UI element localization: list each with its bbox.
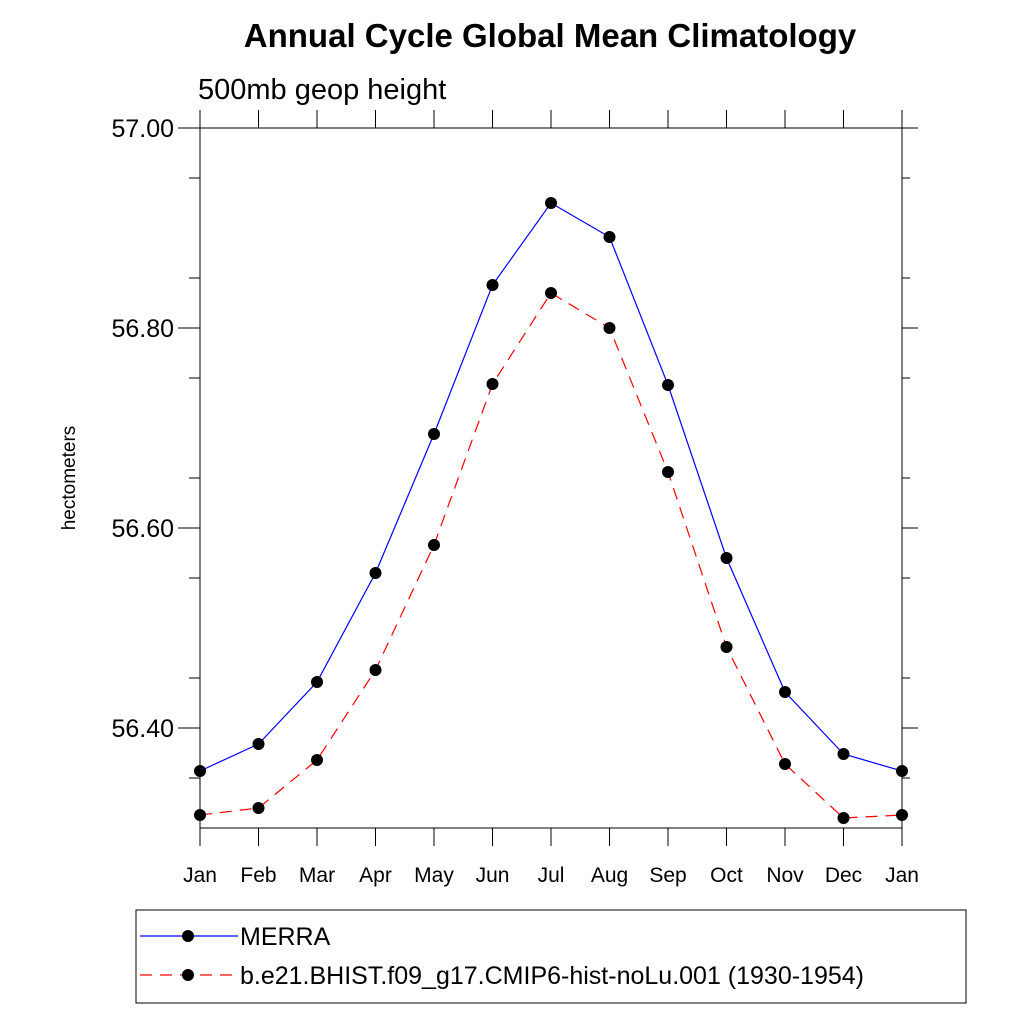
axes: 57.00 56.80 56.60 56.40 Jan Feb Mar Apr May Jun Ju… [111, 110, 919, 887]
x-tick-label: Jan [183, 864, 217, 887]
data-point-series-1 [545, 197, 557, 209]
data-point-series-2 [837, 812, 850, 824]
data-point-series-1 [720, 552, 733, 564]
legend-marker-1 [182, 930, 194, 942]
data-point-series-2 [428, 539, 440, 551]
data-point-series-1 [603, 231, 616, 243]
data-point-series-2 [603, 322, 616, 334]
data-point-series-1 [428, 428, 440, 440]
x-tick-label: Mar [299, 864, 335, 887]
x-tick-label: Feb [240, 864, 276, 887]
x-tick-label: Jul [538, 864, 565, 887]
data-point-series-2 [311, 754, 323, 766]
data-point-series-2 [896, 809, 908, 821]
plot-frame [199, 127, 903, 829]
legend-label-2: b.e21.BHIST.f09_g17.CMIP6-hist-noLu.001 … [240, 962, 864, 990]
x-tick-label: Nov [766, 864, 804, 887]
data-point-series-1 [662, 379, 674, 391]
x-tick-label: Jun [476, 864, 510, 887]
x-tick-label: Jan [885, 864, 919, 887]
series-layer [194, 197, 908, 824]
legend: MERRA b.e21.BHIST.f09_g17.CMIP6-hist-noLu… [135, 909, 967, 1004]
chart-subtitle: 500mb geop height [198, 74, 446, 106]
data-point-series-1 [896, 765, 908, 777]
data-point-series-2 [545, 287, 557, 299]
x-tick-label: Apr [359, 864, 392, 887]
y-tick-label: 56.40 [111, 715, 174, 743]
x-tick-label: Dec [825, 864, 862, 887]
data-point-series-2 [662, 466, 674, 478]
data-point-series-1 [779, 686, 791, 698]
legend-box [135, 909, 967, 1004]
y-axis-label: hectometers [59, 426, 80, 531]
y-tick-label: 57.00 [111, 115, 174, 143]
data-point-series-2 [720, 641, 733, 653]
data-point-series-1 [486, 279, 499, 291]
data-point-series-2 [779, 758, 791, 770]
y-tick-label: 56.60 [111, 515, 174, 543]
legend-marker-2 [182, 969, 194, 981]
chart-title: Annual Cycle Global Mean Climatology [244, 17, 857, 54]
x-tick-label: Aug [591, 864, 628, 887]
series-line-2 [199, 292, 903, 819]
data-point-series-2 [369, 664, 382, 676]
data-point-series-1 [311, 676, 323, 688]
data-point-series-2 [486, 378, 499, 390]
x-tick-label: May [414, 864, 454, 887]
x-tick-label: Oct [710, 864, 743, 887]
data-point-series-1 [369, 567, 382, 579]
legend-label-1: MERRA [240, 923, 331, 951]
data-point-series-2 [194, 809, 206, 821]
data-point-series-1 [837, 748, 850, 760]
data-point-series-2 [252, 802, 265, 814]
y-tick-label: 56.80 [111, 315, 174, 343]
x-tick-label: Sep [649, 864, 686, 887]
data-point-series-1 [194, 765, 206, 777]
data-point-series-1 [252, 738, 265, 750]
